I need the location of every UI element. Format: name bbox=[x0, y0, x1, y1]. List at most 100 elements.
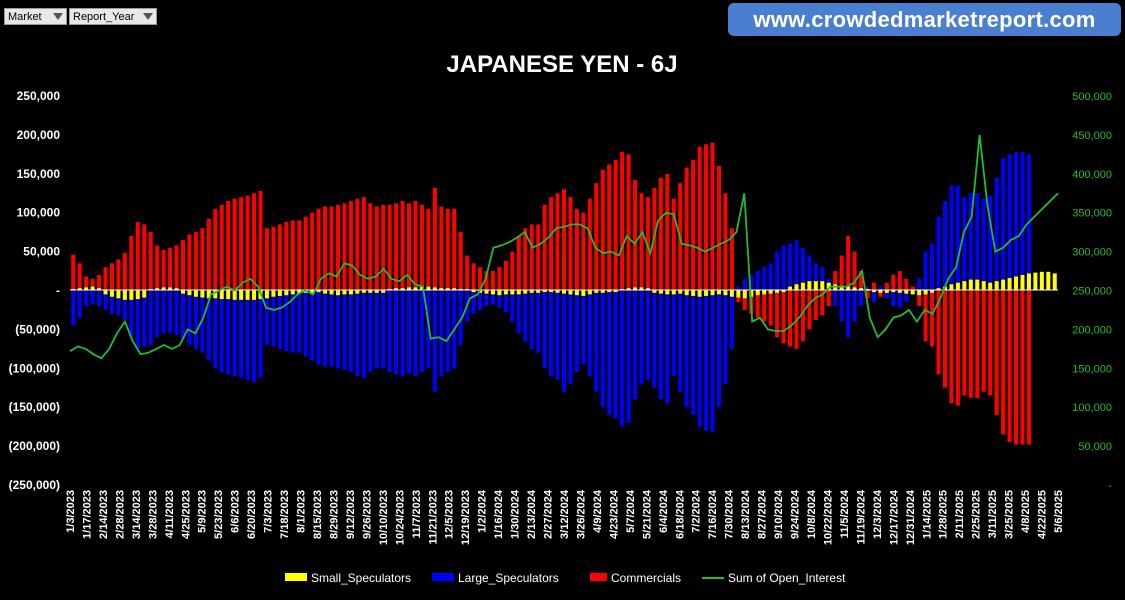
x-axis-tick-label: 4/9/2024 bbox=[592, 489, 604, 533]
x-axis-tick-label: 4/22/2025 bbox=[1037, 490, 1049, 539]
report-year-filter-button[interactable]: Report_Year bbox=[69, 8, 157, 25]
large-speculators-bar bbox=[1001, 158, 1006, 291]
small-speculators-bar bbox=[122, 290, 127, 300]
commercials-bar bbox=[865, 290, 870, 299]
commercials-bar bbox=[135, 222, 140, 291]
large-speculators-bar bbox=[568, 290, 573, 384]
commercials-bar bbox=[445, 208, 450, 291]
legend-swatch bbox=[285, 573, 307, 581]
large-speculators-bar bbox=[174, 290, 179, 335]
large-speculators-bar bbox=[871, 290, 876, 303]
commercials-bar bbox=[878, 290, 883, 297]
x-axis-tick-label: 7/16/2024 bbox=[707, 489, 719, 539]
large-speculators-bar bbox=[458, 290, 463, 345]
small-speculators-bar bbox=[988, 282, 993, 291]
commercials-bar bbox=[658, 177, 663, 291]
large-speculators-bar bbox=[574, 290, 579, 373]
large-speculators-bar bbox=[316, 290, 321, 365]
x-axis-tick-label: 5/21/2024 bbox=[641, 489, 653, 539]
commercials-bar bbox=[594, 183, 599, 291]
large-speculators-bar bbox=[749, 274, 754, 291]
large-speculators-bar bbox=[930, 243, 935, 291]
report-year-filter-label: Report_Year bbox=[73, 10, 135, 23]
small-speculators-bar bbox=[704, 290, 709, 296]
large-speculators-bar bbox=[445, 290, 450, 373]
small-speculators-bar bbox=[936, 288, 941, 291]
x-axis-tick-label: 1/16/2024 bbox=[493, 489, 505, 539]
large-speculators-bar bbox=[813, 263, 818, 291]
commercials-bar bbox=[310, 212, 315, 291]
website-banner[interactable]: www.crowdedmarketreport.com bbox=[728, 3, 1121, 36]
large-speculators-bar bbox=[297, 290, 302, 353]
small-speculators-bar bbox=[587, 290, 592, 295]
small-speculators-bar bbox=[962, 281, 967, 291]
large-speculators-bar bbox=[859, 290, 864, 307]
left-axis-tick-label: (250,000) bbox=[9, 478, 60, 492]
commercials-bar bbox=[503, 260, 508, 291]
small-speculators-bar bbox=[200, 290, 205, 298]
commercials-bar bbox=[510, 251, 515, 291]
large-speculators-bar bbox=[303, 290, 308, 357]
commercials-bar bbox=[187, 234, 192, 291]
right-axis-tick-label: 300,000 bbox=[1072, 247, 1112, 259]
x-axis-tick-label: 11/19/2024 bbox=[855, 489, 867, 544]
market-filter-button[interactable]: Market bbox=[4, 8, 67, 25]
legend-label: Small_Speculators bbox=[311, 571, 411, 585]
small-speculators-bar bbox=[716, 290, 721, 295]
small-speculators-bar bbox=[484, 290, 489, 294]
small-speculators-bar bbox=[187, 290, 192, 296]
commercials-bar bbox=[562, 189, 566, 291]
commercials-bar bbox=[148, 232, 153, 291]
small-speculators-bar bbox=[1001, 279, 1006, 291]
large-speculators-bar bbox=[219, 290, 224, 373]
commercials-bar bbox=[465, 255, 470, 291]
small-speculators-bar bbox=[84, 287, 89, 291]
x-axis-tick-label: 8/15/2023 bbox=[312, 490, 324, 539]
x-axis-tick-label: 1/28/2025 bbox=[938, 490, 950, 539]
x-axis-tick-label: 1/17/2023 bbox=[81, 490, 93, 539]
small-speculators-bar bbox=[419, 286, 424, 291]
small-speculators-bar bbox=[1007, 278, 1012, 291]
small-speculators-bar bbox=[155, 288, 160, 291]
large-speculators-bar bbox=[497, 290, 502, 308]
commercials-bar bbox=[387, 204, 392, 291]
commercials-bar bbox=[904, 278, 909, 291]
commercials-bar bbox=[529, 224, 534, 291]
open-interest-line bbox=[69, 134, 1059, 360]
small-speculators-bar bbox=[671, 290, 676, 295]
commercials-bar bbox=[536, 224, 541, 291]
small-speculators-bar bbox=[871, 290, 876, 293]
small-speculators-bar bbox=[555, 290, 560, 293]
small-speculators-bar bbox=[788, 286, 793, 291]
commercials-bar bbox=[490, 271, 495, 291]
commercials-bar bbox=[484, 271, 489, 291]
large-speculators-bar bbox=[245, 290, 250, 380]
x-axis-tick-label: 10/10/2023 bbox=[378, 490, 390, 545]
commercials-bar bbox=[775, 290, 780, 338]
small-speculators-bar bbox=[374, 290, 379, 293]
small-speculators-bar bbox=[800, 282, 805, 291]
large-speculators-bar bbox=[800, 247, 805, 291]
commercials-bar bbox=[710, 142, 715, 291]
large-speculators-bar bbox=[335, 290, 340, 369]
small-speculators-bar bbox=[168, 287, 173, 291]
small-speculators-bar bbox=[891, 290, 896, 293]
commercials-bar bbox=[962, 290, 967, 396]
small-speculators-bar bbox=[1033, 272, 1038, 291]
small-speculators-bar bbox=[742, 290, 747, 299]
commercials-bar bbox=[645, 197, 650, 291]
commercials-bar bbox=[852, 251, 857, 291]
commercials-bar bbox=[239, 197, 244, 291]
large-speculators-bar bbox=[439, 290, 444, 377]
commercials-bar bbox=[1001, 290, 1006, 435]
large-speculators-bar bbox=[484, 290, 489, 307]
commercials-bar bbox=[574, 208, 579, 291]
commercials-bar bbox=[407, 203, 412, 291]
large-speculators-bar bbox=[904, 290, 909, 303]
commercials-bar bbox=[439, 206, 444, 291]
commercials-bar bbox=[768, 290, 773, 326]
commercials-bar bbox=[820, 290, 825, 316]
x-axis-tick-label: 12/17/2024 bbox=[888, 489, 900, 545]
large-speculators-bar bbox=[839, 290, 844, 322]
large-speculators-bar bbox=[794, 239, 799, 291]
